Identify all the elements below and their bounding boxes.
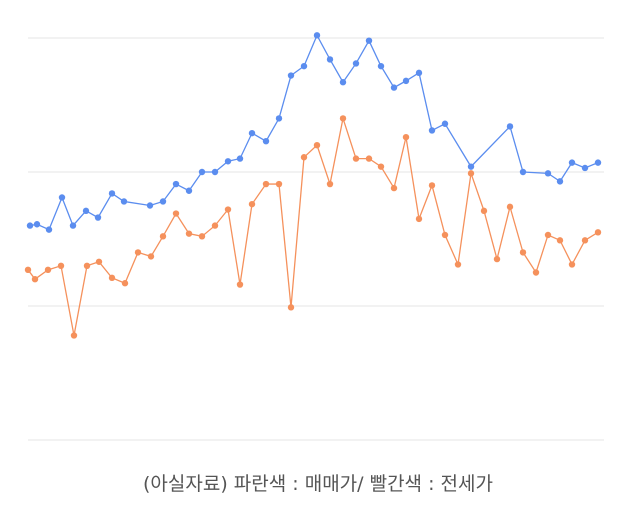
data-point — [248, 200, 256, 208]
data-point — [415, 215, 423, 223]
data-point — [568, 159, 576, 166]
data-point — [326, 56, 334, 63]
data-point — [146, 202, 154, 209]
data-point — [441, 231, 449, 239]
data-point — [198, 233, 206, 240]
data-point — [415, 69, 423, 77]
data-point — [120, 198, 128, 205]
data-point — [57, 262, 65, 269]
data-point — [581, 237, 589, 244]
data-point — [82, 207, 90, 215]
data-point — [556, 237, 564, 244]
data-point — [402, 77, 410, 85]
data-point — [275, 180, 283, 188]
data-point — [581, 164, 589, 172]
data-point — [211, 222, 219, 229]
data-point — [506, 203, 514, 211]
series-line — [27, 115, 599, 336]
data-point — [300, 62, 308, 70]
data-point — [390, 184, 398, 192]
data-point — [313, 142, 321, 149]
data-point — [94, 214, 102, 221]
data-point — [365, 155, 373, 162]
data-point — [45, 226, 53, 233]
data-point — [224, 158, 232, 165]
data-point — [493, 255, 501, 263]
data-point — [594, 229, 602, 236]
data-point — [377, 163, 385, 170]
data-point — [519, 168, 527, 176]
series-line — [29, 33, 599, 231]
data-point — [83, 262, 91, 269]
data-point — [198, 168, 206, 176]
data-point — [275, 115, 283, 122]
data-point — [185, 187, 193, 194]
data-point — [262, 180, 270, 188]
data-point — [236, 155, 244, 162]
data-point — [365, 37, 373, 44]
data-point — [172, 210, 180, 217]
data-point — [428, 182, 436, 189]
data-point — [262, 137, 270, 145]
data-point — [31, 276, 39, 283]
data-point — [172, 180, 180, 188]
data-point — [506, 123, 514, 130]
data-point — [454, 261, 462, 268]
caption: (아실자료) 파란색 : 매매가/ 빨간색 : 전세가 — [143, 473, 493, 495]
data-point — [313, 32, 321, 39]
data-point — [236, 281, 244, 288]
data-point — [121, 280, 129, 287]
data-point — [467, 163, 475, 170]
data-point — [70, 332, 78, 339]
data-point — [339, 115, 347, 122]
data-point — [287, 72, 295, 79]
data-point — [339, 79, 347, 86]
data-point — [390, 84, 398, 91]
data-point — [224, 206, 232, 213]
data-point — [147, 253, 155, 260]
data-point — [58, 194, 66, 201]
data-point — [532, 269, 540, 276]
data-point — [568, 261, 576, 268]
data-point — [33, 221, 41, 228]
data-point — [95, 258, 103, 265]
data-point — [24, 266, 32, 274]
data-point — [441, 120, 449, 127]
data-point — [544, 170, 552, 177]
data-point — [480, 207, 488, 215]
data-point — [44, 266, 52, 274]
data-point — [108, 190, 116, 197]
data-point — [544, 231, 552, 239]
data-point — [556, 178, 564, 185]
data-point — [248, 129, 256, 137]
data-point — [300, 154, 308, 161]
data-point — [134, 249, 142, 256]
data-point — [594, 159, 602, 166]
data-point — [402, 133, 410, 141]
data-point — [467, 170, 475, 177]
data-point — [159, 233, 167, 240]
data-point — [287, 304, 295, 311]
data-point — [326, 180, 334, 188]
data-point — [26, 222, 34, 229]
data-point — [159, 198, 167, 205]
data-point — [519, 249, 527, 256]
data-point — [69, 222, 77, 229]
data-point — [185, 230, 193, 237]
data-point — [377, 62, 385, 70]
data-point — [352, 155, 360, 162]
data-point — [108, 274, 116, 282]
data-point — [211, 168, 219, 176]
data-point — [352, 60, 360, 67]
data-point — [428, 127, 436, 134]
